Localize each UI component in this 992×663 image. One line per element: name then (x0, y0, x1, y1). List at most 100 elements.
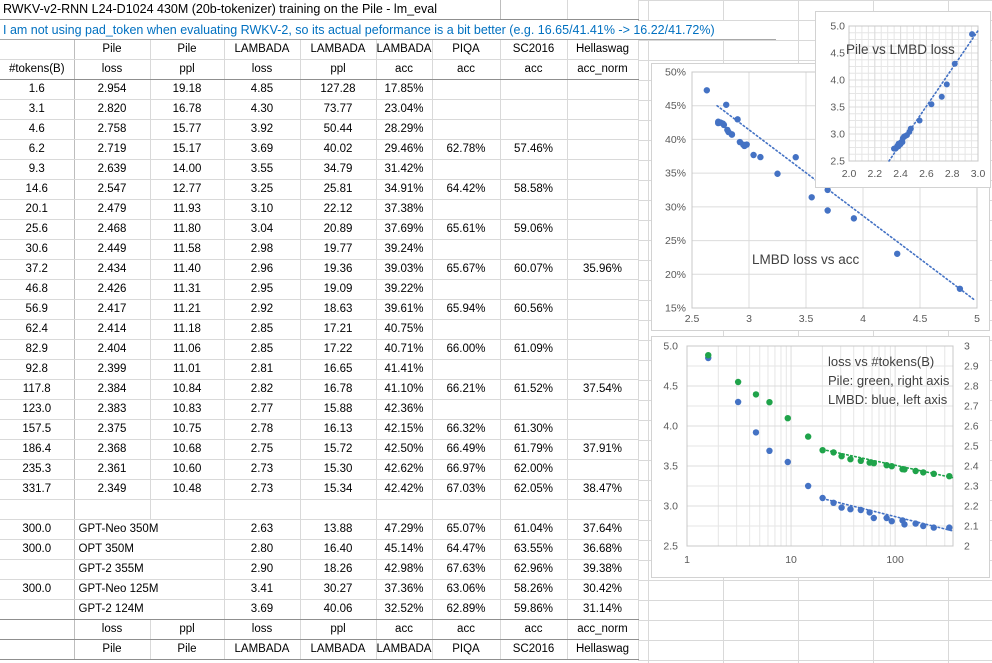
table-cell[interactable] (567, 139, 639, 160)
table-cell[interactable] (567, 99, 639, 120)
table-cell[interactable]: 37.36% (376, 579, 433, 600)
table-cell[interactable]: 14.00 (150, 159, 225, 180)
table-cell[interactable]: 40.75% (376, 319, 433, 340)
table-cell[interactable]: 10.75 (150, 419, 225, 440)
table-cell[interactable]: 2.73 (224, 479, 301, 500)
chart-pile-vs-lmbd-loss[interactable]: 2.0 2.2 2.4 2.6 2.8 3.0 2.5 3.0 3.5 4.0 4.5 5.0 Pile… (815, 11, 991, 188)
table-cell[interactable] (432, 99, 501, 120)
footer-dataset-cell[interactable]: LAMBADA (224, 639, 301, 660)
group-header-cell[interactable]: Pile (74, 39, 151, 60)
table-cell[interactable]: 46.8 (0, 279, 75, 300)
table-cell[interactable]: 17.21 (300, 319, 377, 340)
table-cell[interactable]: 2.414 (74, 319, 151, 340)
table-cell[interactable]: 10.84 (150, 379, 225, 400)
table-cell[interactable]: 64.47% (432, 539, 501, 560)
table-cell[interactable]: 20.1 (0, 199, 75, 220)
table-cell[interactable]: 31.14% (567, 599, 639, 620)
table-cell[interactable]: 66.00% (432, 339, 501, 360)
table-cell[interactable]: 4.85 (224, 79, 301, 100)
table-cell[interactable]: 67.63% (432, 559, 501, 580)
table-cell[interactable]: 2.426 (74, 279, 151, 300)
table-cell[interactable]: 50.44 (300, 119, 377, 140)
metric-header-cell[interactable]: acc_norm (567, 59, 639, 80)
table-cell[interactable]: 2.820 (74, 99, 151, 120)
table-cell[interactable]: 3.69 (224, 599, 301, 620)
table-cell[interactable]: 60.56% (500, 299, 568, 320)
table-cell[interactable] (567, 459, 639, 480)
table-cell[interactable]: 42.50% (376, 439, 433, 460)
metric-header-cell[interactable]: acc (500, 59, 568, 80)
table-cell[interactable]: 62.05% (500, 479, 568, 500)
table-cell[interactable]: 40.71% (376, 339, 433, 360)
model-name-cell[interactable]: GPT-2 355M (74, 559, 225, 580)
table-cell[interactable]: 31.42% (376, 159, 433, 180)
table-cell[interactable]: 62.4 (0, 319, 75, 340)
table-cell[interactable]: 42.15% (376, 419, 433, 440)
table-cell[interactable]: 11.01 (150, 359, 225, 380)
table-cell[interactable]: 41.10% (376, 379, 433, 400)
table-cell[interactable]: 157.5 (0, 419, 75, 440)
table-cell[interactable]: 2.82 (224, 379, 301, 400)
table-cell[interactable] (500, 319, 568, 340)
table-cell[interactable]: 2.468 (74, 219, 151, 240)
table-cell[interactable]: 58.58% (500, 179, 568, 200)
table-cell[interactable]: 2.479 (74, 199, 151, 220)
table-cell[interactable]: 2.92 (224, 299, 301, 320)
table-cell[interactable] (500, 0, 568, 20)
table-cell[interactable] (567, 219, 639, 240)
footer-metric-cell[interactable]: acc (500, 619, 568, 640)
table-cell[interactable]: 10.83 (150, 399, 225, 420)
footer-dataset-cell[interactable]: LAMBADA (376, 639, 433, 660)
table-cell[interactable] (300, 499, 377, 520)
table-cell[interactable]: 11.18 (150, 319, 225, 340)
table-cell[interactable]: 3.25 (224, 179, 301, 200)
metric-header-cell[interactable]: acc (432, 59, 501, 80)
table-cell[interactable]: 2.954 (74, 79, 151, 100)
tokens-cell[interactable] (0, 559, 75, 580)
table-cell[interactable]: 41.41% (376, 359, 433, 380)
table-cell[interactable]: 37.38% (376, 199, 433, 220)
table-cell[interactable]: 2.758 (74, 119, 151, 140)
table-cell[interactable] (500, 499, 568, 520)
table-cell[interactable] (74, 499, 151, 520)
table-cell[interactable] (432, 319, 501, 340)
table-cell[interactable]: 47.29% (376, 519, 433, 540)
table-cell[interactable]: 2.639 (74, 159, 151, 180)
table-cell[interactable]: 2.81 (224, 359, 301, 380)
table-cell[interactable] (500, 399, 568, 420)
tokens-cell[interactable] (0, 599, 75, 620)
tokens-cell[interactable]: 300.0 (0, 539, 75, 560)
table-cell[interactable]: 30.27 (300, 579, 377, 600)
table-cell[interactable]: 37.64% (567, 519, 639, 540)
table-cell[interactable] (567, 499, 639, 520)
table-cell[interactable]: 73.77 (300, 99, 377, 120)
table-cell[interactable]: 64.42% (432, 179, 501, 200)
group-header-cell[interactable]: Hellaswag (567, 39, 639, 60)
table-cell[interactable]: 37.69% (376, 219, 433, 240)
table-cell[interactable]: 62.96% (500, 559, 568, 580)
group-header-cell[interactable] (0, 39, 75, 60)
table-cell[interactable]: 11.80 (150, 219, 225, 240)
table-cell[interactable] (432, 159, 501, 180)
table-cell[interactable]: 16.40 (300, 539, 377, 560)
table-cell[interactable] (567, 179, 639, 200)
table-cell[interactable] (150, 499, 225, 520)
table-cell[interactable]: 22.12 (300, 199, 377, 220)
table-cell[interactable]: 17.22 (300, 339, 377, 360)
table-cell[interactable]: 66.97% (432, 459, 501, 480)
table-cell[interactable]: 61.79% (500, 439, 568, 460)
footer-dataset-cell[interactable]: LAMBADA (300, 639, 377, 660)
footer-metric-cell[interactable]: acc (432, 619, 501, 640)
metric-header-cell[interactable]: acc (376, 59, 433, 80)
table-cell[interactable]: 58.26% (500, 579, 568, 600)
group-header-cell[interactable]: PIQA (432, 39, 501, 60)
table-cell[interactable]: 15.88 (300, 399, 377, 420)
page-title[interactable]: RWKV-v2-RNN L24-D1024 430M (20b-tokenize… (0, 0, 501, 20)
table-cell[interactable]: 65.94% (432, 299, 501, 320)
footer-metric-cell[interactable]: loss (74, 619, 151, 640)
footer-metric-cell[interactable]: ppl (300, 619, 377, 640)
table-cell[interactable]: 2.96 (224, 259, 301, 280)
table-cell[interactable]: 2.85 (224, 319, 301, 340)
table-cell[interactable]: 235.3 (0, 459, 75, 480)
metric-header-cell[interactable]: #tokens(B) (0, 59, 75, 80)
